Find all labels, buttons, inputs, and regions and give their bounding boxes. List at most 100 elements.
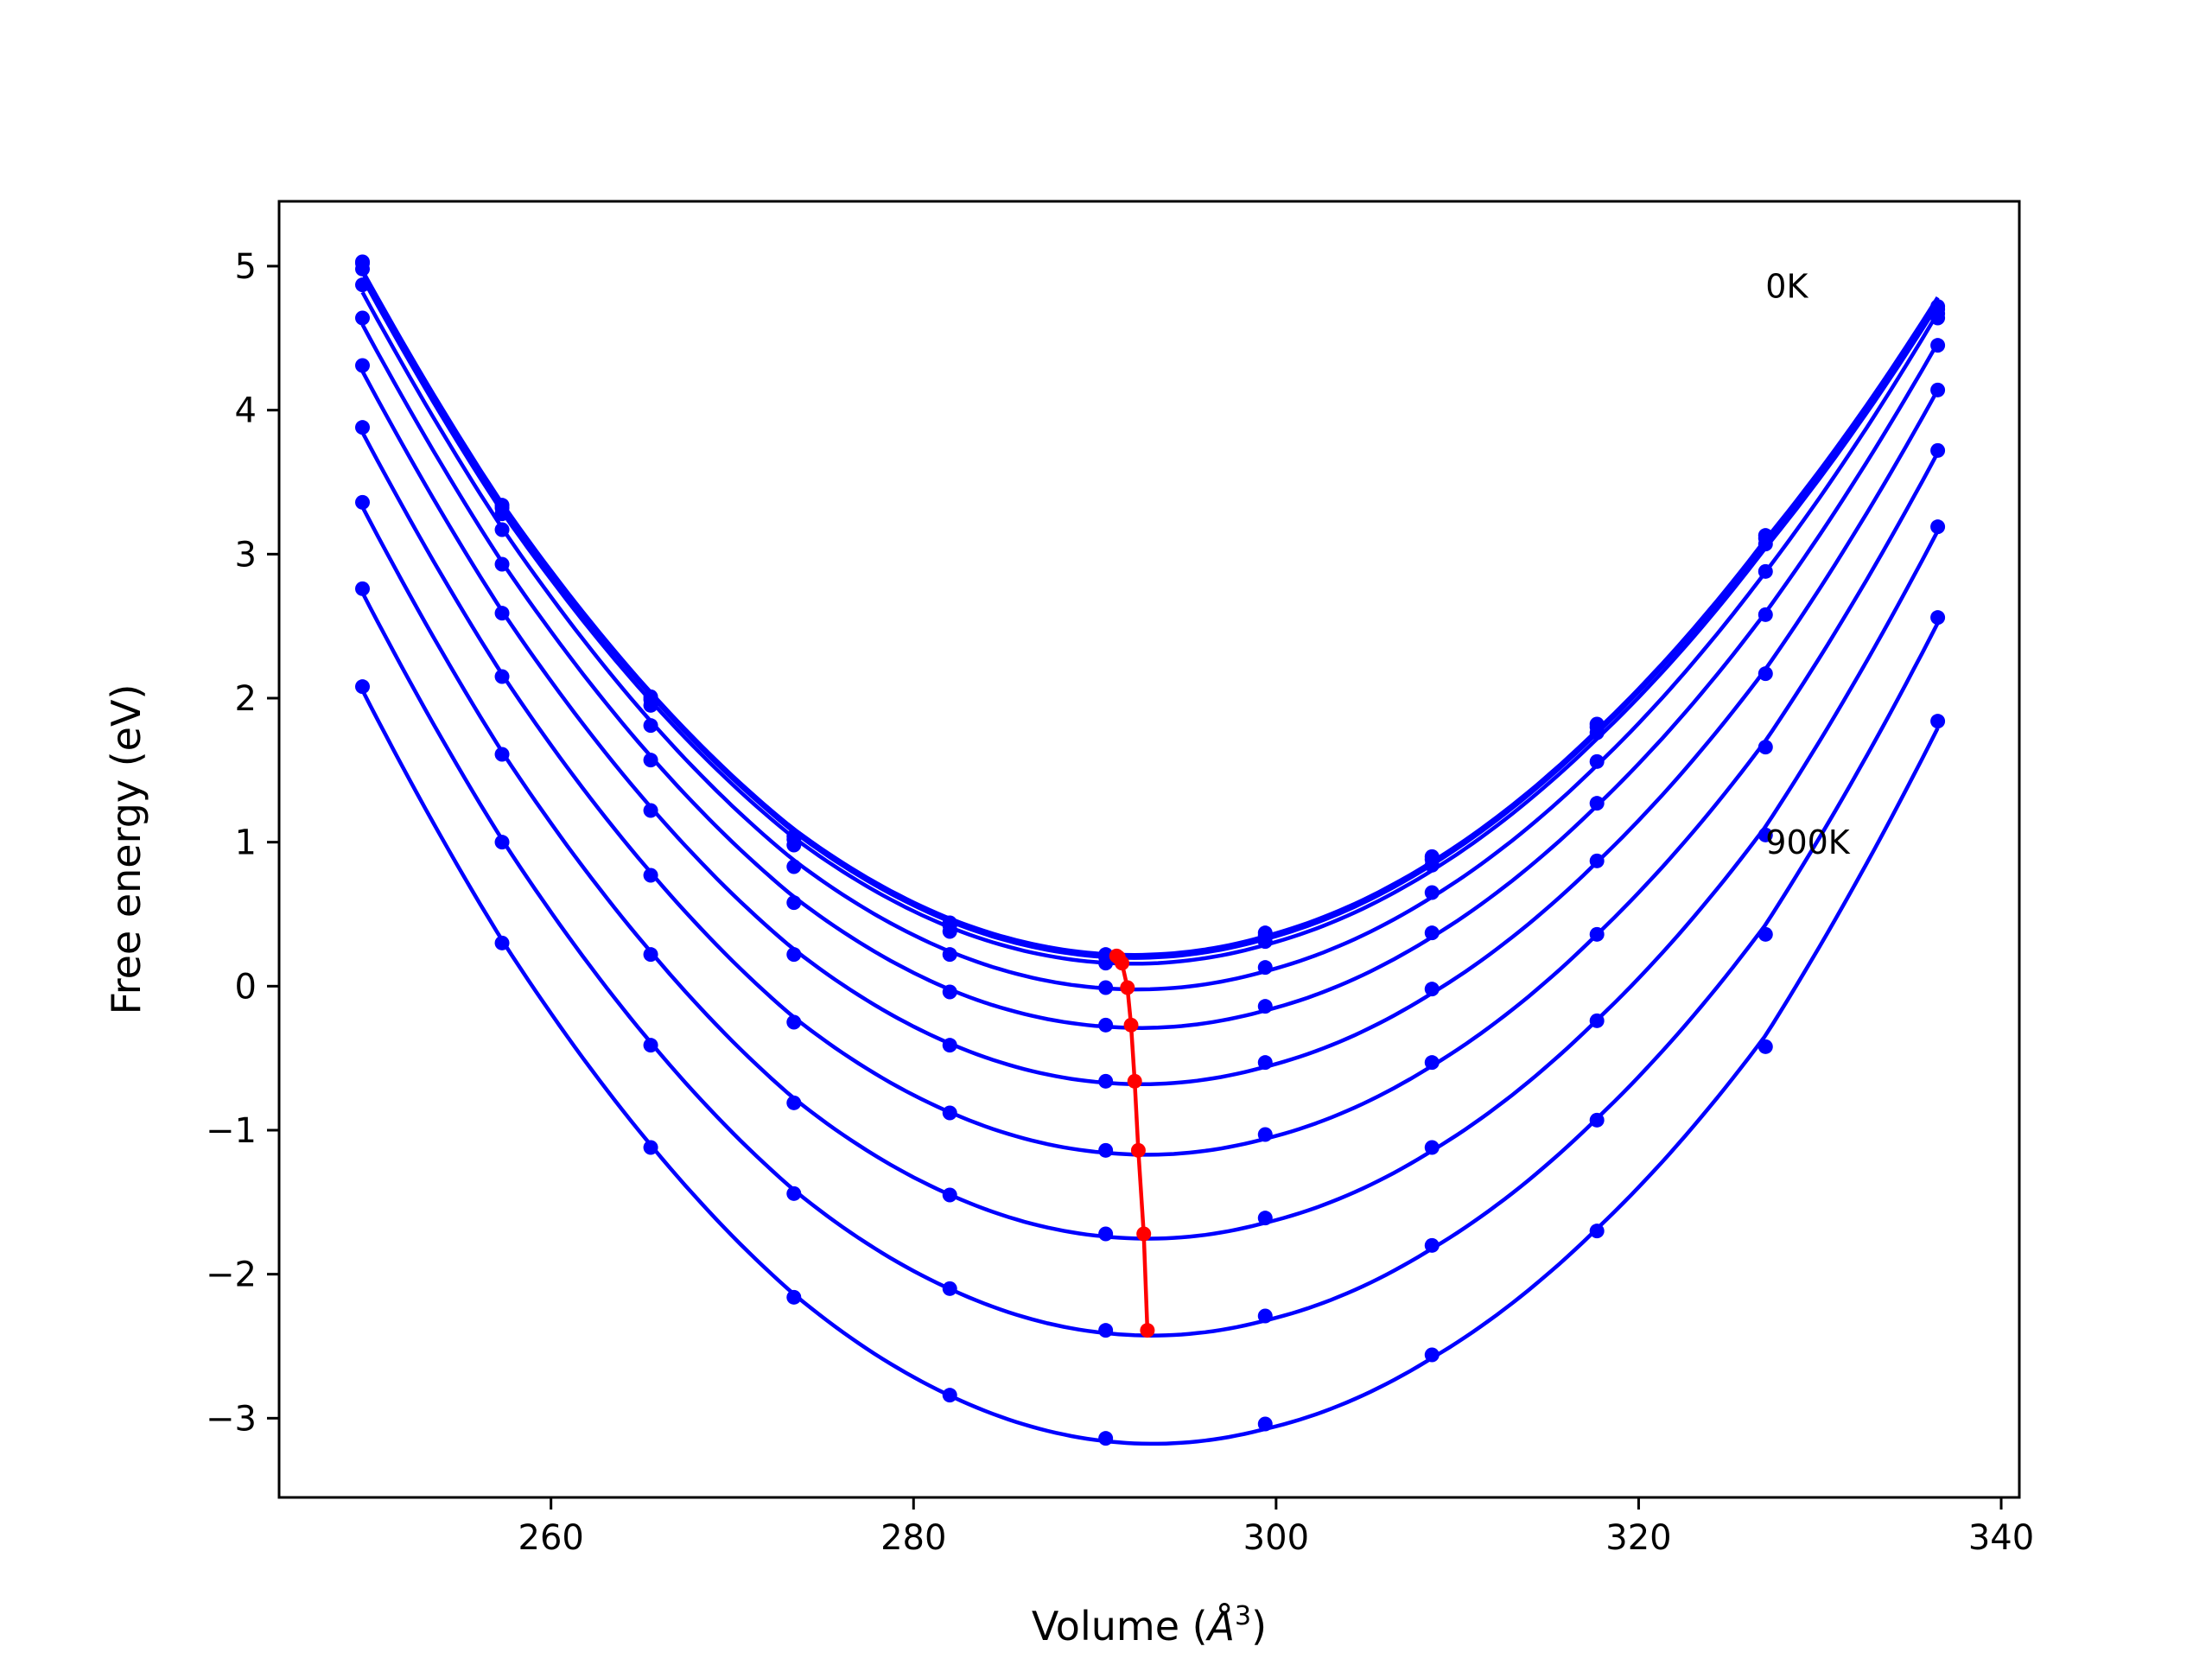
series-line: [360, 270, 1940, 960]
annotations: 0K 900K: [1765, 268, 1851, 861]
data-point: [1424, 885, 1440, 900]
data-point: [942, 1105, 957, 1121]
data-point: [942, 1187, 957, 1203]
data-point: [643, 697, 658, 713]
series-line: [360, 323, 1940, 1030]
data-point: [355, 310, 371, 326]
plot-area: [355, 254, 1946, 1446]
x-axis-label: Volume (Å3): [1032, 1601, 1267, 1649]
data-point: [1589, 853, 1605, 868]
data-point: [1758, 926, 1773, 942]
data-point: [355, 358, 371, 373]
minimum-point: [1120, 980, 1135, 995]
data-point: [1424, 1055, 1440, 1071]
data-point: [942, 984, 957, 1000]
data-point: [355, 261, 371, 276]
y-tick-label: −2: [206, 1255, 257, 1295]
data-point: [643, 718, 658, 734]
data-point: [355, 581, 371, 596]
data-point: [1589, 1224, 1605, 1239]
data-point: [786, 859, 802, 874]
data-point: [1098, 956, 1114, 971]
data-point: [942, 1388, 957, 1403]
data-point: [786, 837, 802, 853]
data-point: [1257, 960, 1273, 976]
series-3: [355, 277, 1946, 995]
axes-frame: [277, 200, 2021, 1499]
x-axis-label-superscript: 3: [1235, 1601, 1251, 1631]
data-point: [1589, 725, 1605, 741]
minima-series: [1109, 948, 1155, 1338]
data-point: [1930, 338, 1946, 353]
y-tick-label: 4: [235, 391, 257, 431]
x-axis-label-math: Å: [1205, 1603, 1235, 1649]
data-point: [1424, 1237, 1440, 1253]
x-tick-label: 340: [1968, 1518, 2034, 1558]
data-point: [1257, 934, 1273, 950]
data-point: [1930, 442, 1946, 458]
x-tick-label: 260: [518, 1518, 584, 1558]
data-point: [494, 506, 510, 522]
data-point: [1758, 607, 1773, 622]
data-point: [1758, 827, 1773, 842]
data-point: [1257, 1127, 1273, 1142]
minimum-point: [1123, 1017, 1139, 1033]
minima-line: [1115, 954, 1150, 1331]
data-point: [1589, 753, 1605, 769]
y-tick-label: −1: [206, 1111, 257, 1151]
y-axis-label: Free energy (eV): [103, 684, 149, 1015]
data-point: [1098, 1142, 1114, 1158]
x-tick-label: 280: [880, 1518, 946, 1558]
data-point: [643, 868, 658, 883]
y-tick-label: 0: [235, 967, 257, 1007]
data-point: [643, 753, 658, 768]
data-point: [1589, 796, 1605, 811]
series-line: [360, 370, 1940, 1087]
data-point: [1098, 980, 1114, 995]
data-point: [1930, 310, 1946, 326]
y-tick-label: 1: [235, 823, 257, 863]
data-point: [1424, 857, 1440, 873]
minimum-point: [1130, 1142, 1146, 1158]
y-tick-label: 2: [235, 679, 257, 719]
data-point: [494, 747, 510, 762]
data-point: [643, 1038, 658, 1053]
series-5: [355, 358, 1946, 1089]
data-point: [1424, 982, 1440, 997]
x-tick-label: 300: [1243, 1518, 1309, 1558]
minimum-point: [1115, 956, 1130, 971]
data-point: [1758, 666, 1773, 682]
data-point: [643, 803, 658, 818]
data-point: [643, 1140, 658, 1155]
data-point: [1758, 537, 1773, 552]
series-0: [355, 254, 1946, 963]
series-line: [360, 270, 1940, 957]
data-point: [355, 420, 371, 435]
data-point: [1098, 1073, 1114, 1089]
data-point: [1930, 610, 1946, 626]
series-8: [355, 581, 1946, 1338]
series-6: [355, 420, 1946, 1158]
data-point: [1098, 1323, 1114, 1338]
data-point: [786, 1014, 802, 1030]
data-point: [355, 494, 371, 510]
series-line: [360, 276, 1940, 966]
data-point: [786, 947, 802, 963]
x-axis: 260 280 300 320 340: [518, 1497, 2034, 1558]
minimum-point: [1140, 1323, 1155, 1338]
series-line: [360, 431, 1940, 1157]
data-point: [1098, 1226, 1114, 1242]
data-point: [1098, 1017, 1114, 1033]
data-point: [494, 522, 510, 537]
data-point: [1758, 563, 1773, 579]
series-line: [360, 505, 1940, 1241]
data-point: [1257, 1416, 1273, 1432]
x-axis-label-text: Volume (: [1032, 1603, 1208, 1649]
temperature-label: 0K: [1765, 268, 1808, 306]
data-point: [786, 1185, 802, 1201]
data-point: [1424, 925, 1440, 941]
data-point: [942, 1038, 957, 1053]
y-tick-label: 5: [235, 247, 257, 287]
data-point: [1930, 714, 1946, 729]
data-point: [494, 669, 510, 684]
